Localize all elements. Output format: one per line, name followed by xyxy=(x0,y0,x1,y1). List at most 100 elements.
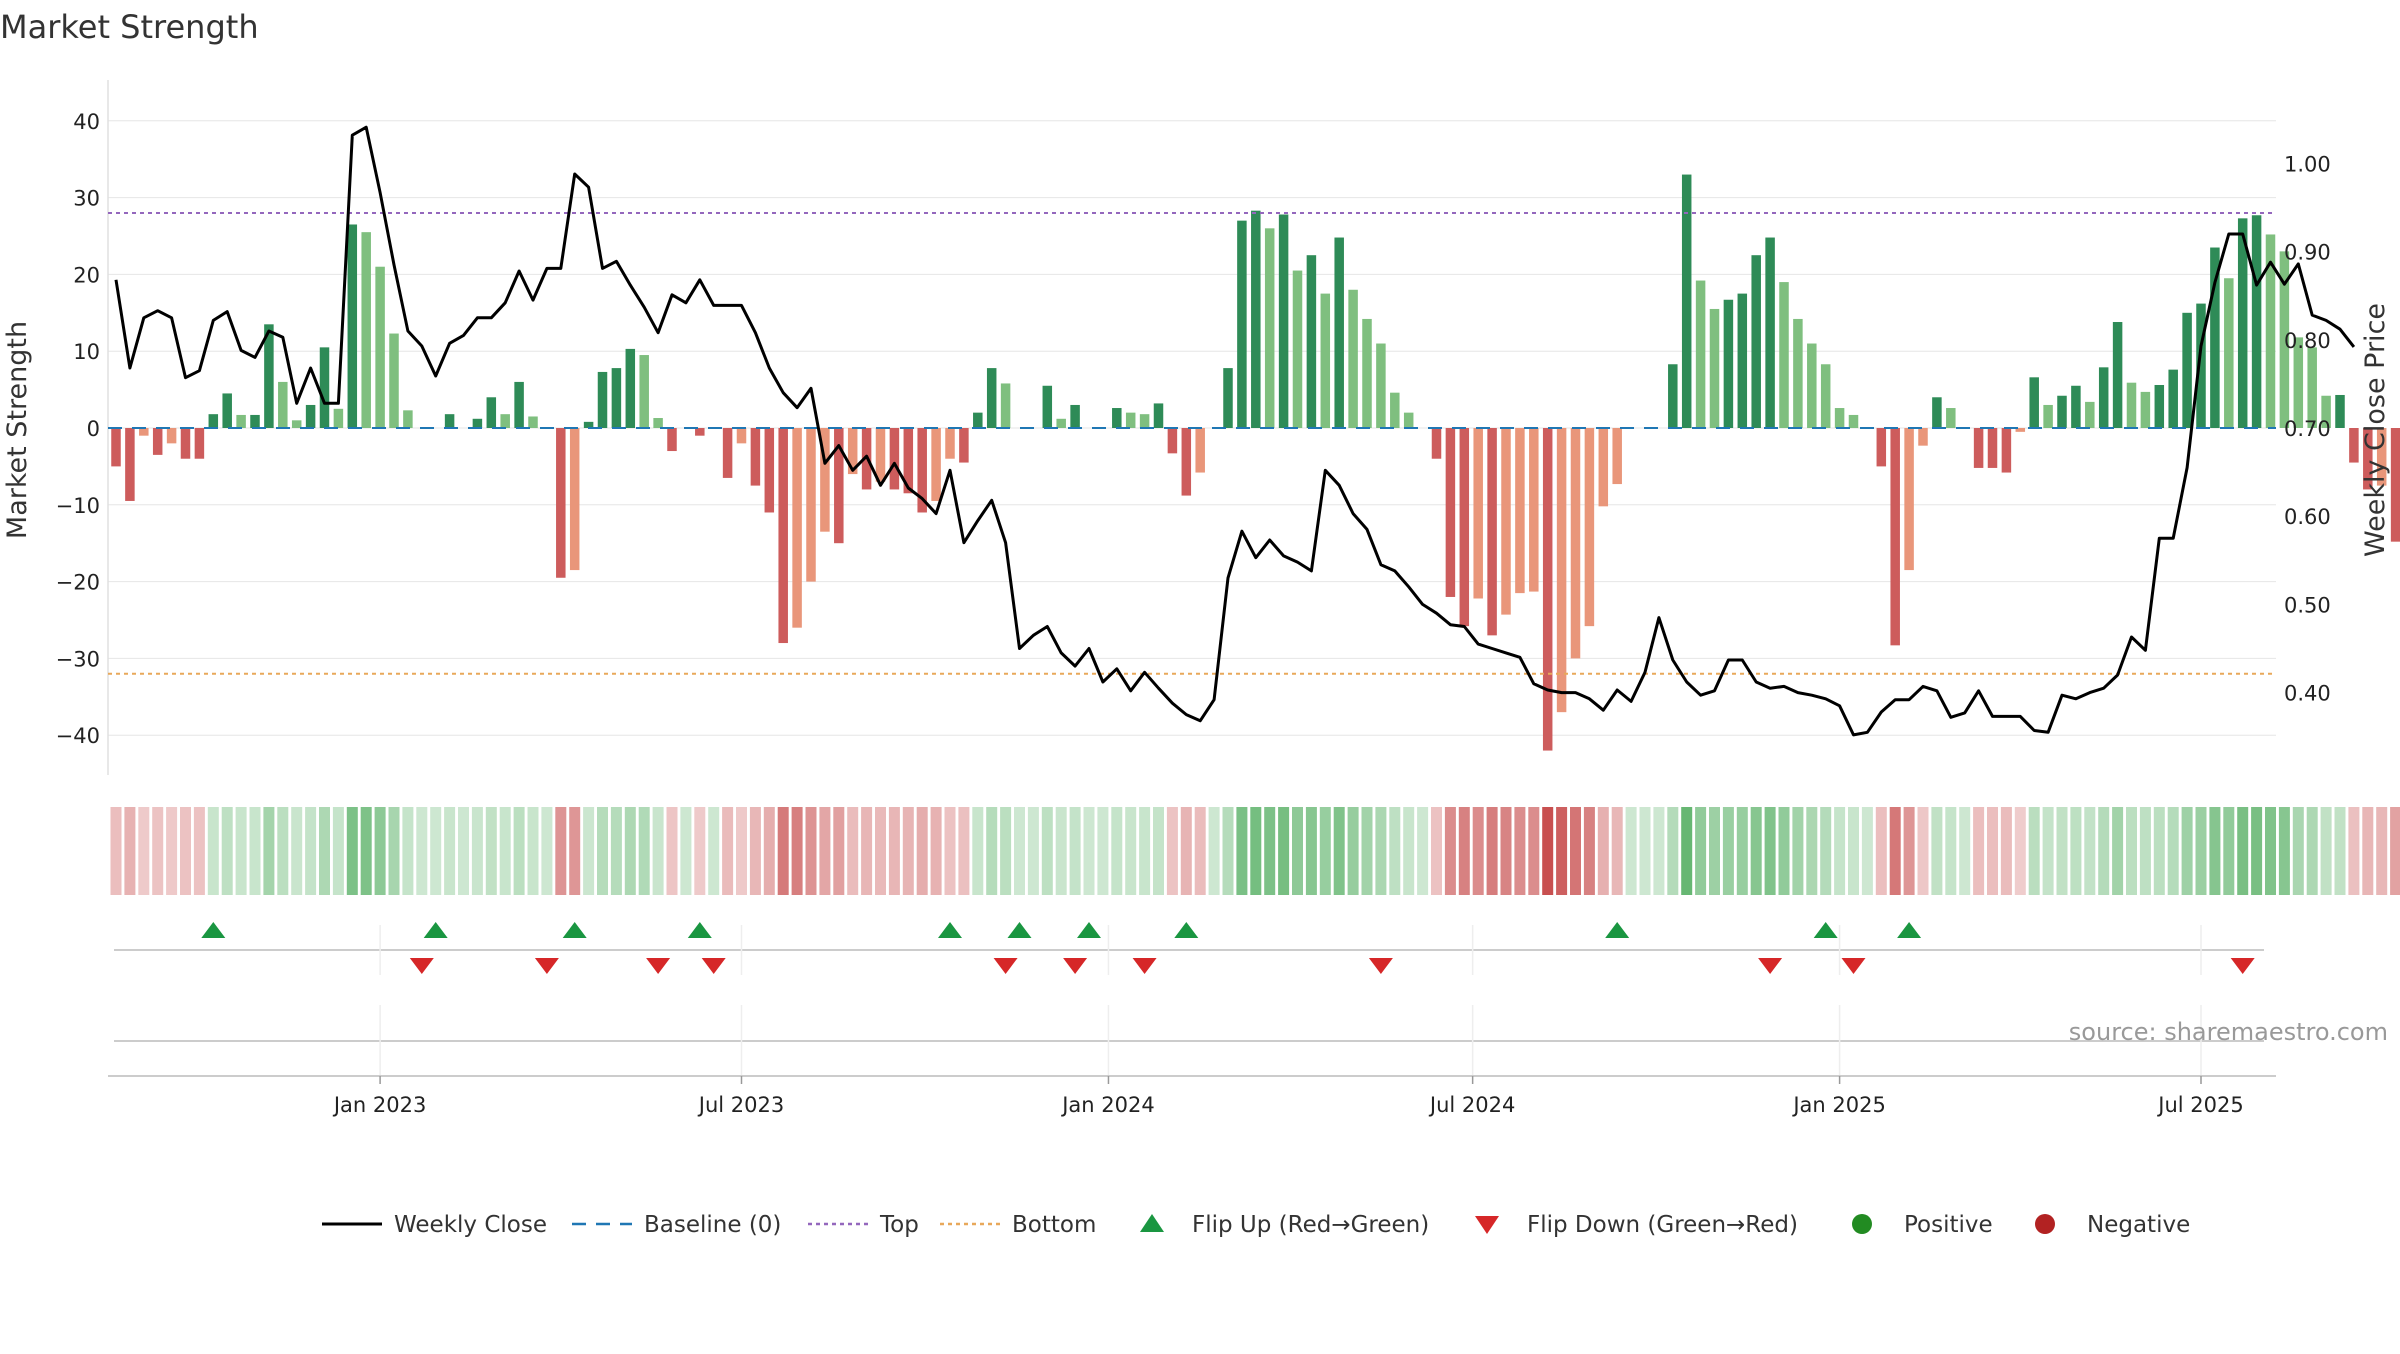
strength-bar xyxy=(1376,344,1386,428)
regime-cell xyxy=(1653,807,1664,895)
regime-cell xyxy=(1056,807,1067,895)
strength-bar xyxy=(1126,413,1136,428)
strength-bar xyxy=(2099,367,2109,428)
strength-bar xyxy=(1932,397,1942,428)
regime-cell xyxy=(124,807,135,895)
strength-bar xyxy=(514,382,524,428)
regime-cell xyxy=(945,807,956,895)
strength-bar xyxy=(125,428,134,501)
regime-cell xyxy=(778,807,789,895)
strength-bar xyxy=(1738,294,1748,428)
flip-down-marker xyxy=(1842,958,1866,974)
legend-circle-icon xyxy=(1852,1214,1872,1234)
regime-cell xyxy=(1542,807,1553,895)
flip-up-marker xyxy=(938,922,962,938)
flip-up-marker xyxy=(1077,922,1101,938)
strength-bar xyxy=(1515,428,1525,593)
strength-bar xyxy=(612,368,622,428)
regime-cell xyxy=(680,807,691,895)
legend-item: Bottom xyxy=(940,1212,1096,1238)
strength-bar xyxy=(1904,428,1914,570)
regime-cell xyxy=(792,807,803,895)
strength-bar xyxy=(765,428,775,512)
regime-cell xyxy=(319,807,330,895)
regime-cell xyxy=(917,807,928,895)
strength-bar xyxy=(1793,319,1803,428)
legend-item: Top xyxy=(808,1212,919,1238)
strength-bar xyxy=(1571,428,1581,658)
strength-bar xyxy=(890,428,900,489)
regime-cell xyxy=(263,807,274,895)
regime-cell xyxy=(1403,807,1414,895)
regime-cell xyxy=(1097,807,1108,895)
strength-bar xyxy=(1390,393,1400,428)
regime-cell xyxy=(458,807,469,895)
regime-cell xyxy=(1250,807,1261,895)
regime-cell xyxy=(1834,807,1845,895)
strength-bar xyxy=(1446,428,1456,597)
legend-item: Flip Down (Green→Red) xyxy=(1475,1212,1798,1238)
x-tick-label: Jan 2024 xyxy=(1060,1093,1155,1117)
strength-bar xyxy=(2085,402,2095,428)
regime-cell xyxy=(708,807,719,895)
flip-down-marker xyxy=(2231,958,2255,974)
regime-cell xyxy=(1501,807,1512,895)
strength-bar xyxy=(153,428,163,455)
regime-cell xyxy=(1278,807,1289,895)
strength-bar xyxy=(195,428,205,459)
flip-up-marker xyxy=(1897,922,1921,938)
regime-cell xyxy=(2140,807,2151,895)
strength-bar xyxy=(1557,428,1567,712)
regime-cell xyxy=(611,807,622,895)
strength-bar xyxy=(1585,428,1595,626)
regime-cell xyxy=(2098,807,2109,895)
regime-cell xyxy=(1612,807,1623,895)
regime-cell xyxy=(1264,807,1275,895)
strength-bar xyxy=(2307,347,2317,428)
y-left-tick-label: 40 xyxy=(73,110,100,134)
strength-bar xyxy=(667,428,677,451)
strength-bar xyxy=(1835,408,1845,428)
legend-item: Negative xyxy=(2035,1212,2190,1238)
strength-bar xyxy=(1877,428,1887,466)
strength-bar xyxy=(1473,428,1483,598)
regime-cell xyxy=(2348,807,2359,895)
strength-bar xyxy=(1946,408,1956,428)
strength-bar xyxy=(626,349,636,428)
regime-cell xyxy=(1375,807,1386,895)
regime-cell xyxy=(180,807,191,895)
regime-cell xyxy=(833,807,844,895)
regime-cell xyxy=(1570,807,1581,895)
regime-cell xyxy=(305,807,316,895)
regime-cell xyxy=(1959,807,1970,895)
strength-bar xyxy=(1321,294,1331,428)
strength-bar xyxy=(1724,300,1734,428)
strength-bar xyxy=(2127,383,2137,428)
y-left-tick-label: −30 xyxy=(56,647,100,671)
regime-cell xyxy=(1876,807,1887,895)
x-tick-label: Jul 2025 xyxy=(2156,1093,2243,1117)
regime-cell xyxy=(1556,807,1567,895)
regime-cell xyxy=(1153,807,1164,895)
regime-cell xyxy=(1000,807,1011,895)
strength-bar xyxy=(487,397,497,428)
flip-up-marker xyxy=(424,922,448,938)
regime-cell xyxy=(736,807,747,895)
regime-cell xyxy=(569,807,580,895)
strength-bar xyxy=(1237,221,1247,428)
regime-cell xyxy=(1389,807,1400,895)
regime-strip xyxy=(111,807,2400,895)
regime-cell xyxy=(1806,807,1817,895)
flip-up-marker xyxy=(688,922,712,938)
flip-up-marker xyxy=(1605,922,1629,938)
regime-cell xyxy=(861,807,872,895)
regime-cell xyxy=(1918,807,1929,895)
strength-bar xyxy=(528,416,538,428)
strength-bar xyxy=(2002,428,2012,473)
regime-cell xyxy=(750,807,761,895)
strength-bar xyxy=(139,428,149,436)
strength-bar xyxy=(320,347,330,428)
y-right-tick-label: 0.90 xyxy=(2284,241,2331,265)
legend-label: Flip Up (Red→Green) xyxy=(1192,1212,1429,1238)
